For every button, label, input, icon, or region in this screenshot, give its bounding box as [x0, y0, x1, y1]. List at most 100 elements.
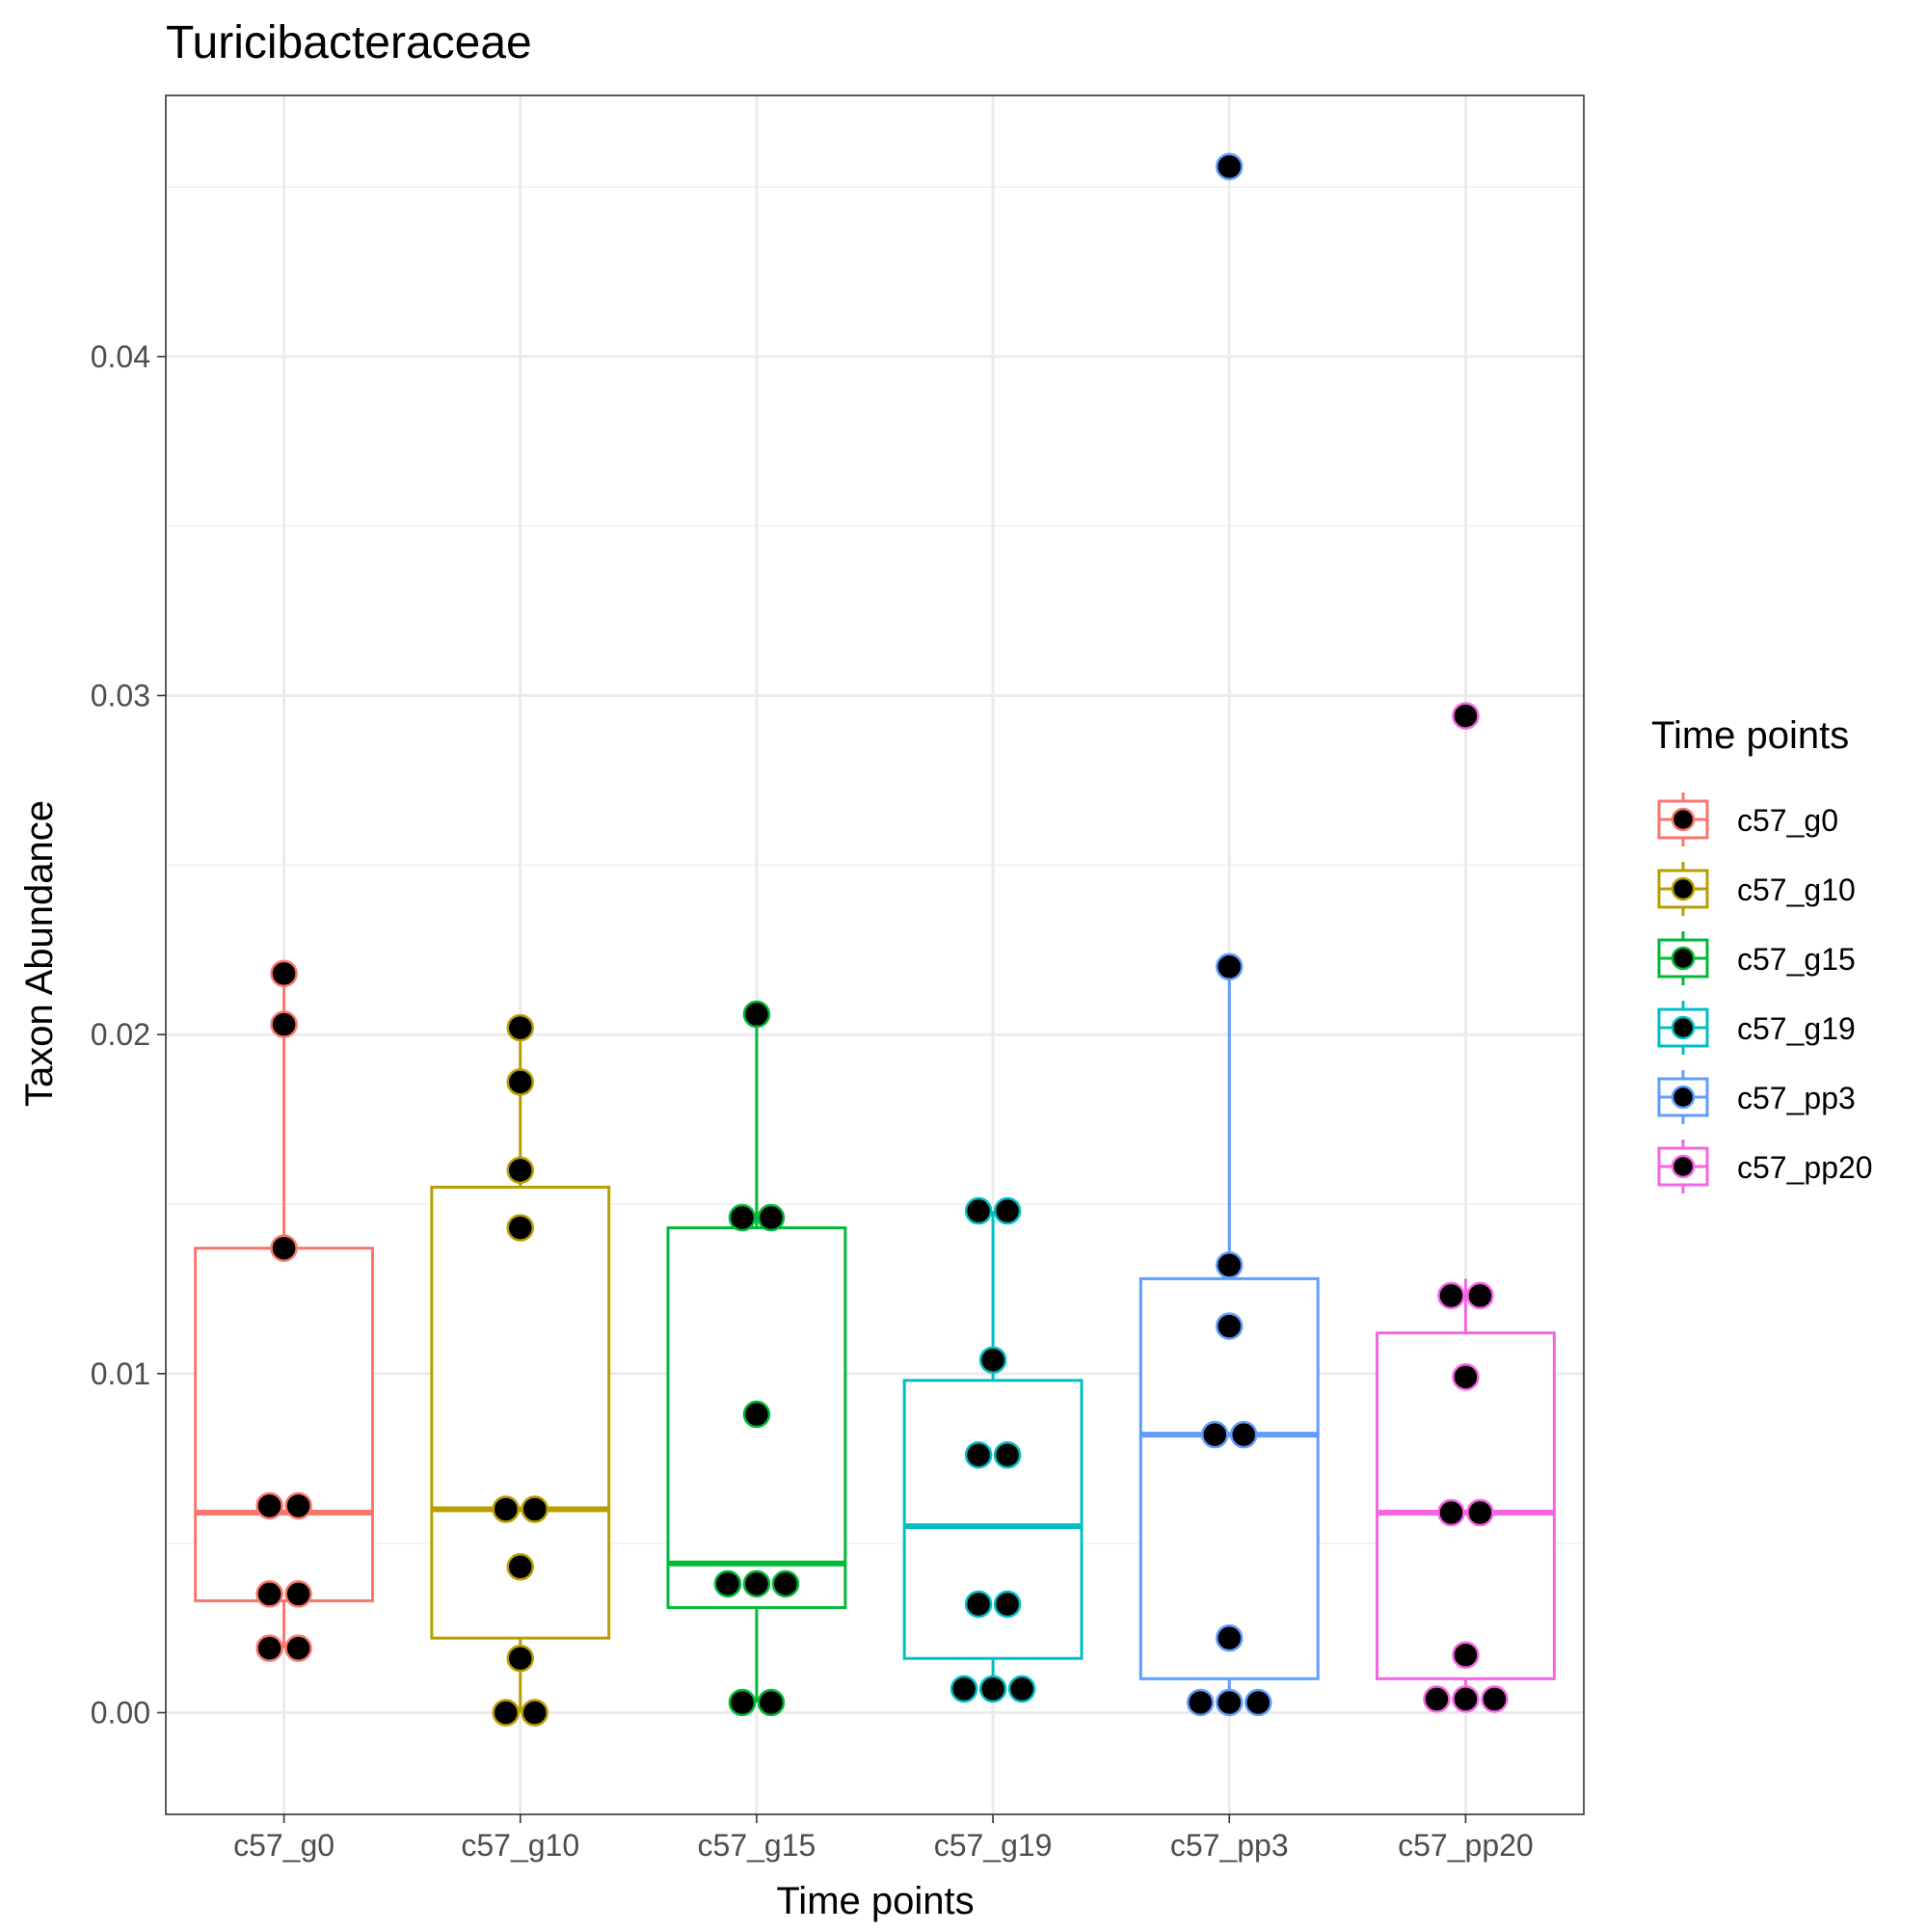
boxplot-group-c57_g0: [194, 959, 375, 1662]
data-point: [771, 1570, 800, 1598]
legend-label: c57_pp3: [1737, 1081, 1856, 1115]
boxplot-group-c57_pp20: [1375, 702, 1556, 1713]
data-point: [270, 959, 298, 988]
chart-title: Turicibacteraceae: [166, 17, 532, 68]
data-point: [728, 1203, 757, 1232]
x-axis-label: Time points: [776, 1880, 974, 1922]
data-point: [1216, 152, 1244, 181]
data-point: [506, 1013, 534, 1042]
data-point: [506, 1156, 534, 1185]
legend-title: Time points: [1651, 714, 1849, 757]
y-tick-label: 0.03: [91, 678, 150, 712]
data-point: [1216, 1251, 1244, 1279]
data-point: [255, 1491, 283, 1520]
data-point: [1452, 1363, 1480, 1391]
data-point: [950, 1675, 978, 1704]
data-point: [742, 1400, 771, 1429]
data-point: [1423, 1685, 1451, 1713]
data-point: [284, 1580, 312, 1608]
y-axis-label: Taxon Abundance: [18, 800, 61, 1107]
boxplot-group-c57_g15: [666, 1000, 847, 1717]
x-tick-label: c57_g10: [461, 1828, 579, 1863]
data-point: [1437, 1498, 1465, 1527]
data-point: [255, 1580, 283, 1608]
legend-label: c57_pp20: [1737, 1150, 1873, 1185]
plot-panel-background: [166, 95, 1584, 1814]
data-point: [1216, 1312, 1244, 1340]
legend-label: c57_g19: [1737, 1011, 1856, 1046]
box-c57_g19: [902, 1379, 1084, 1660]
y-tick-label: 0.02: [91, 1017, 150, 1052]
data-point: [1216, 1623, 1244, 1652]
x-tick-label: c57_g19: [934, 1828, 1053, 1863]
data-point: [1216, 953, 1244, 981]
data-point: [521, 1699, 549, 1727]
x-tick-label: c57_g15: [698, 1828, 816, 1863]
legend-item-c57_g10: c57_g10: [1656, 862, 1856, 916]
legend-label: c57_g0: [1737, 803, 1838, 838]
data-point: [713, 1570, 742, 1598]
data-point: [270, 1234, 298, 1262]
data-point: [1452, 1641, 1480, 1669]
plot-panel-border: [165, 94, 1585, 1815]
data-point: [1452, 1685, 1480, 1713]
legend-item-c57_g19: c57_g19: [1656, 1001, 1856, 1055]
data-point: [1245, 1688, 1272, 1717]
data-point: [728, 1688, 757, 1717]
data-point: [964, 1196, 993, 1225]
data-point: [1216, 1688, 1244, 1717]
legend-item-c57_g15: c57_g15: [1656, 931, 1856, 985]
data-point: [1466, 1281, 1494, 1310]
data-point: [521, 1495, 549, 1523]
y-tick-label: 0.04: [91, 339, 150, 374]
boxplot-group-c57_pp3: [1138, 152, 1320, 1717]
data-point: [993, 1440, 1022, 1469]
legend-key-point: [1671, 876, 1696, 901]
legend-key-point: [1671, 807, 1696, 832]
y-tick-label: 0.00: [91, 1695, 150, 1730]
box-c57_g0: [194, 1247, 375, 1602]
data-point: [742, 1570, 771, 1598]
legend-item-c57_g0: c57_g0: [1656, 792, 1838, 846]
boxplot-group-c57_g10: [430, 1013, 611, 1727]
data-point: [1437, 1281, 1465, 1310]
data-point: [978, 1346, 1007, 1375]
data-point: [284, 1491, 312, 1520]
legend-key-point: [1671, 1085, 1696, 1110]
data-point: [506, 1553, 534, 1581]
legend-item-c57_pp20: c57_pp20: [1656, 1140, 1873, 1194]
legend-key-point: [1671, 1154, 1696, 1179]
data-point: [1452, 702, 1480, 730]
data-point: [506, 1214, 534, 1242]
legend-key-point: [1671, 946, 1696, 971]
data-point: [964, 1590, 993, 1619]
boxplot-group-c57_g19: [902, 1196, 1084, 1704]
data-point: [284, 1634, 312, 1662]
data-point: [993, 1196, 1022, 1225]
data-point: [255, 1634, 283, 1662]
data-point: [270, 1010, 298, 1038]
legend-item-c57_pp3: c57_pp3: [1656, 1070, 1856, 1124]
data-point: [757, 1203, 786, 1232]
data-point: [1466, 1498, 1494, 1527]
data-point: [978, 1675, 1007, 1704]
x-tick-label: c57_pp20: [1398, 1828, 1534, 1863]
data-point: [492, 1495, 520, 1523]
data-point: [1187, 1688, 1215, 1717]
data-point: [506, 1644, 534, 1673]
data-point: [492, 1699, 520, 1727]
data-point: [1481, 1685, 1509, 1713]
data-point: [1201, 1420, 1229, 1449]
box-c57_pp3: [1138, 1276, 1320, 1680]
data-point: [742, 1000, 771, 1029]
x-tick-label: c57_g0: [233, 1828, 335, 1863]
data-point: [506, 1068, 534, 1096]
legend-label: c57_g15: [1737, 942, 1856, 977]
data-point: [757, 1688, 786, 1717]
data-point: [993, 1590, 1022, 1619]
y-tick-label: 0.01: [91, 1356, 150, 1391]
legend-label: c57_g10: [1737, 872, 1856, 907]
data-point: [1007, 1675, 1036, 1704]
